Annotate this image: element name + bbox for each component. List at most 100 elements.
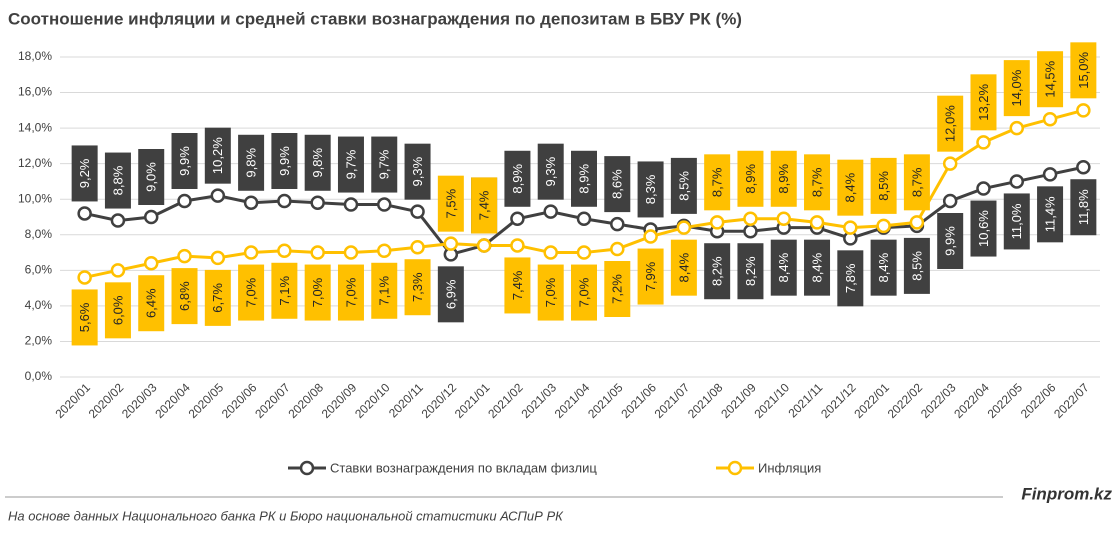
label-box [371,262,398,319]
label-box [870,239,897,296]
x-tick-label: 2020/03 [119,380,160,421]
y-tick-label: 18,0% [18,49,52,63]
x-tick-label: 2022/04 [951,380,992,421]
label-box [304,134,331,191]
data-label: 7,4% [477,190,492,220]
x-tick-label: 2021/10 [752,380,793,421]
label-box [504,150,531,207]
label-box [837,250,864,307]
marker [543,245,558,260]
x-tick-label: 2020/06 [219,380,260,421]
data-label: 7,3% [410,272,425,302]
data-label: 9,8% [310,148,325,178]
data-label: 8,5% [909,251,924,281]
chart-title: Соотношение инфляции и средней ставки во… [8,9,742,28]
label-box [71,289,98,346]
x-tick-label: 2021/08 [685,380,726,421]
label-box [171,268,198,325]
label-box [104,282,131,339]
x-tick-label: 2021/07 [652,380,693,421]
x-tick-label: 2020/05 [186,380,227,421]
marker [909,215,925,230]
label-box [770,150,797,207]
data-label: 14,5% [1043,60,1058,97]
data-label: 7,0% [310,277,325,307]
marker [476,238,492,253]
marker [410,204,425,219]
label-box [704,243,731,300]
label-box [471,177,498,234]
data-label: 8,4% [843,172,858,202]
data-label: 8,9% [743,164,758,194]
data-label: 8,7% [710,167,725,197]
x-tick-label: 2020/12 [419,380,460,421]
label-box [704,154,731,211]
x-tick-label: 2022/07 [1051,380,1092,421]
label-box [970,74,997,131]
x-tick-label: 2021/09 [718,380,759,421]
label-box [937,95,964,152]
data-label: 11,0% [1009,203,1024,239]
label-box [71,145,98,202]
data-label: 8,6% [610,169,625,199]
label-box [238,134,265,191]
legend-label: Инфляция [758,460,821,475]
label-box [171,133,198,189]
marker [210,188,226,203]
marker [610,216,625,232]
marker [310,245,325,260]
x-tick-label: 2021/11 [785,380,825,420]
label-box [637,161,664,218]
x-tick-label: 2020/10 [352,380,393,421]
x-tick-label: 2022/02 [885,380,926,421]
label-box [437,266,464,323]
data-label: 9,9% [177,146,192,176]
data-label: 5,6% [77,302,92,332]
y-tick-label: 0,0% [25,369,53,383]
label-box [604,156,631,213]
data-label: 7,8% [843,263,858,293]
marker [709,215,725,230]
data-label: 7,9% [643,261,658,291]
marker [143,209,159,225]
label-box [903,154,930,211]
marker [510,211,525,227]
marker [942,193,958,209]
data-label: 8,5% [876,171,891,201]
data-label: 11,8% [1076,189,1091,225]
y-tick-label: 4,0% [25,298,53,312]
data-label: 8,4% [676,252,691,282]
data-label: 9,0% [144,162,159,192]
x-tick-label: 2022/03 [918,380,959,421]
y-tick-label: 16,0% [18,85,52,99]
legend-marker [727,460,743,476]
data-label: 8,7% [809,167,824,197]
label-box [337,264,364,321]
marker [610,241,625,257]
marker [543,204,558,219]
label-box [604,261,631,317]
marker [310,195,325,211]
marker [743,211,758,227]
y-tick-label: 10,0% [18,191,52,205]
marker [343,197,359,212]
marker [510,238,525,253]
label-box [1070,179,1097,236]
marker [110,213,126,228]
marker [177,248,192,264]
label-box [737,243,764,300]
x-tick-label: 2020/02 [86,380,127,421]
data-label: 9,7% [377,149,392,179]
data-label: 10,6% [976,210,991,247]
marker [976,181,991,196]
marker [443,236,459,251]
x-tick-label: 2020/01 [52,380,93,421]
data-label: 7,2% [610,274,625,304]
marker [809,215,825,230]
data-label: 10,2% [210,137,225,174]
marker [1042,111,1058,127]
data-label: 15,0% [1076,51,1091,88]
data-label: 9,2% [77,158,92,188]
marker [77,270,92,285]
label-box [670,239,697,296]
